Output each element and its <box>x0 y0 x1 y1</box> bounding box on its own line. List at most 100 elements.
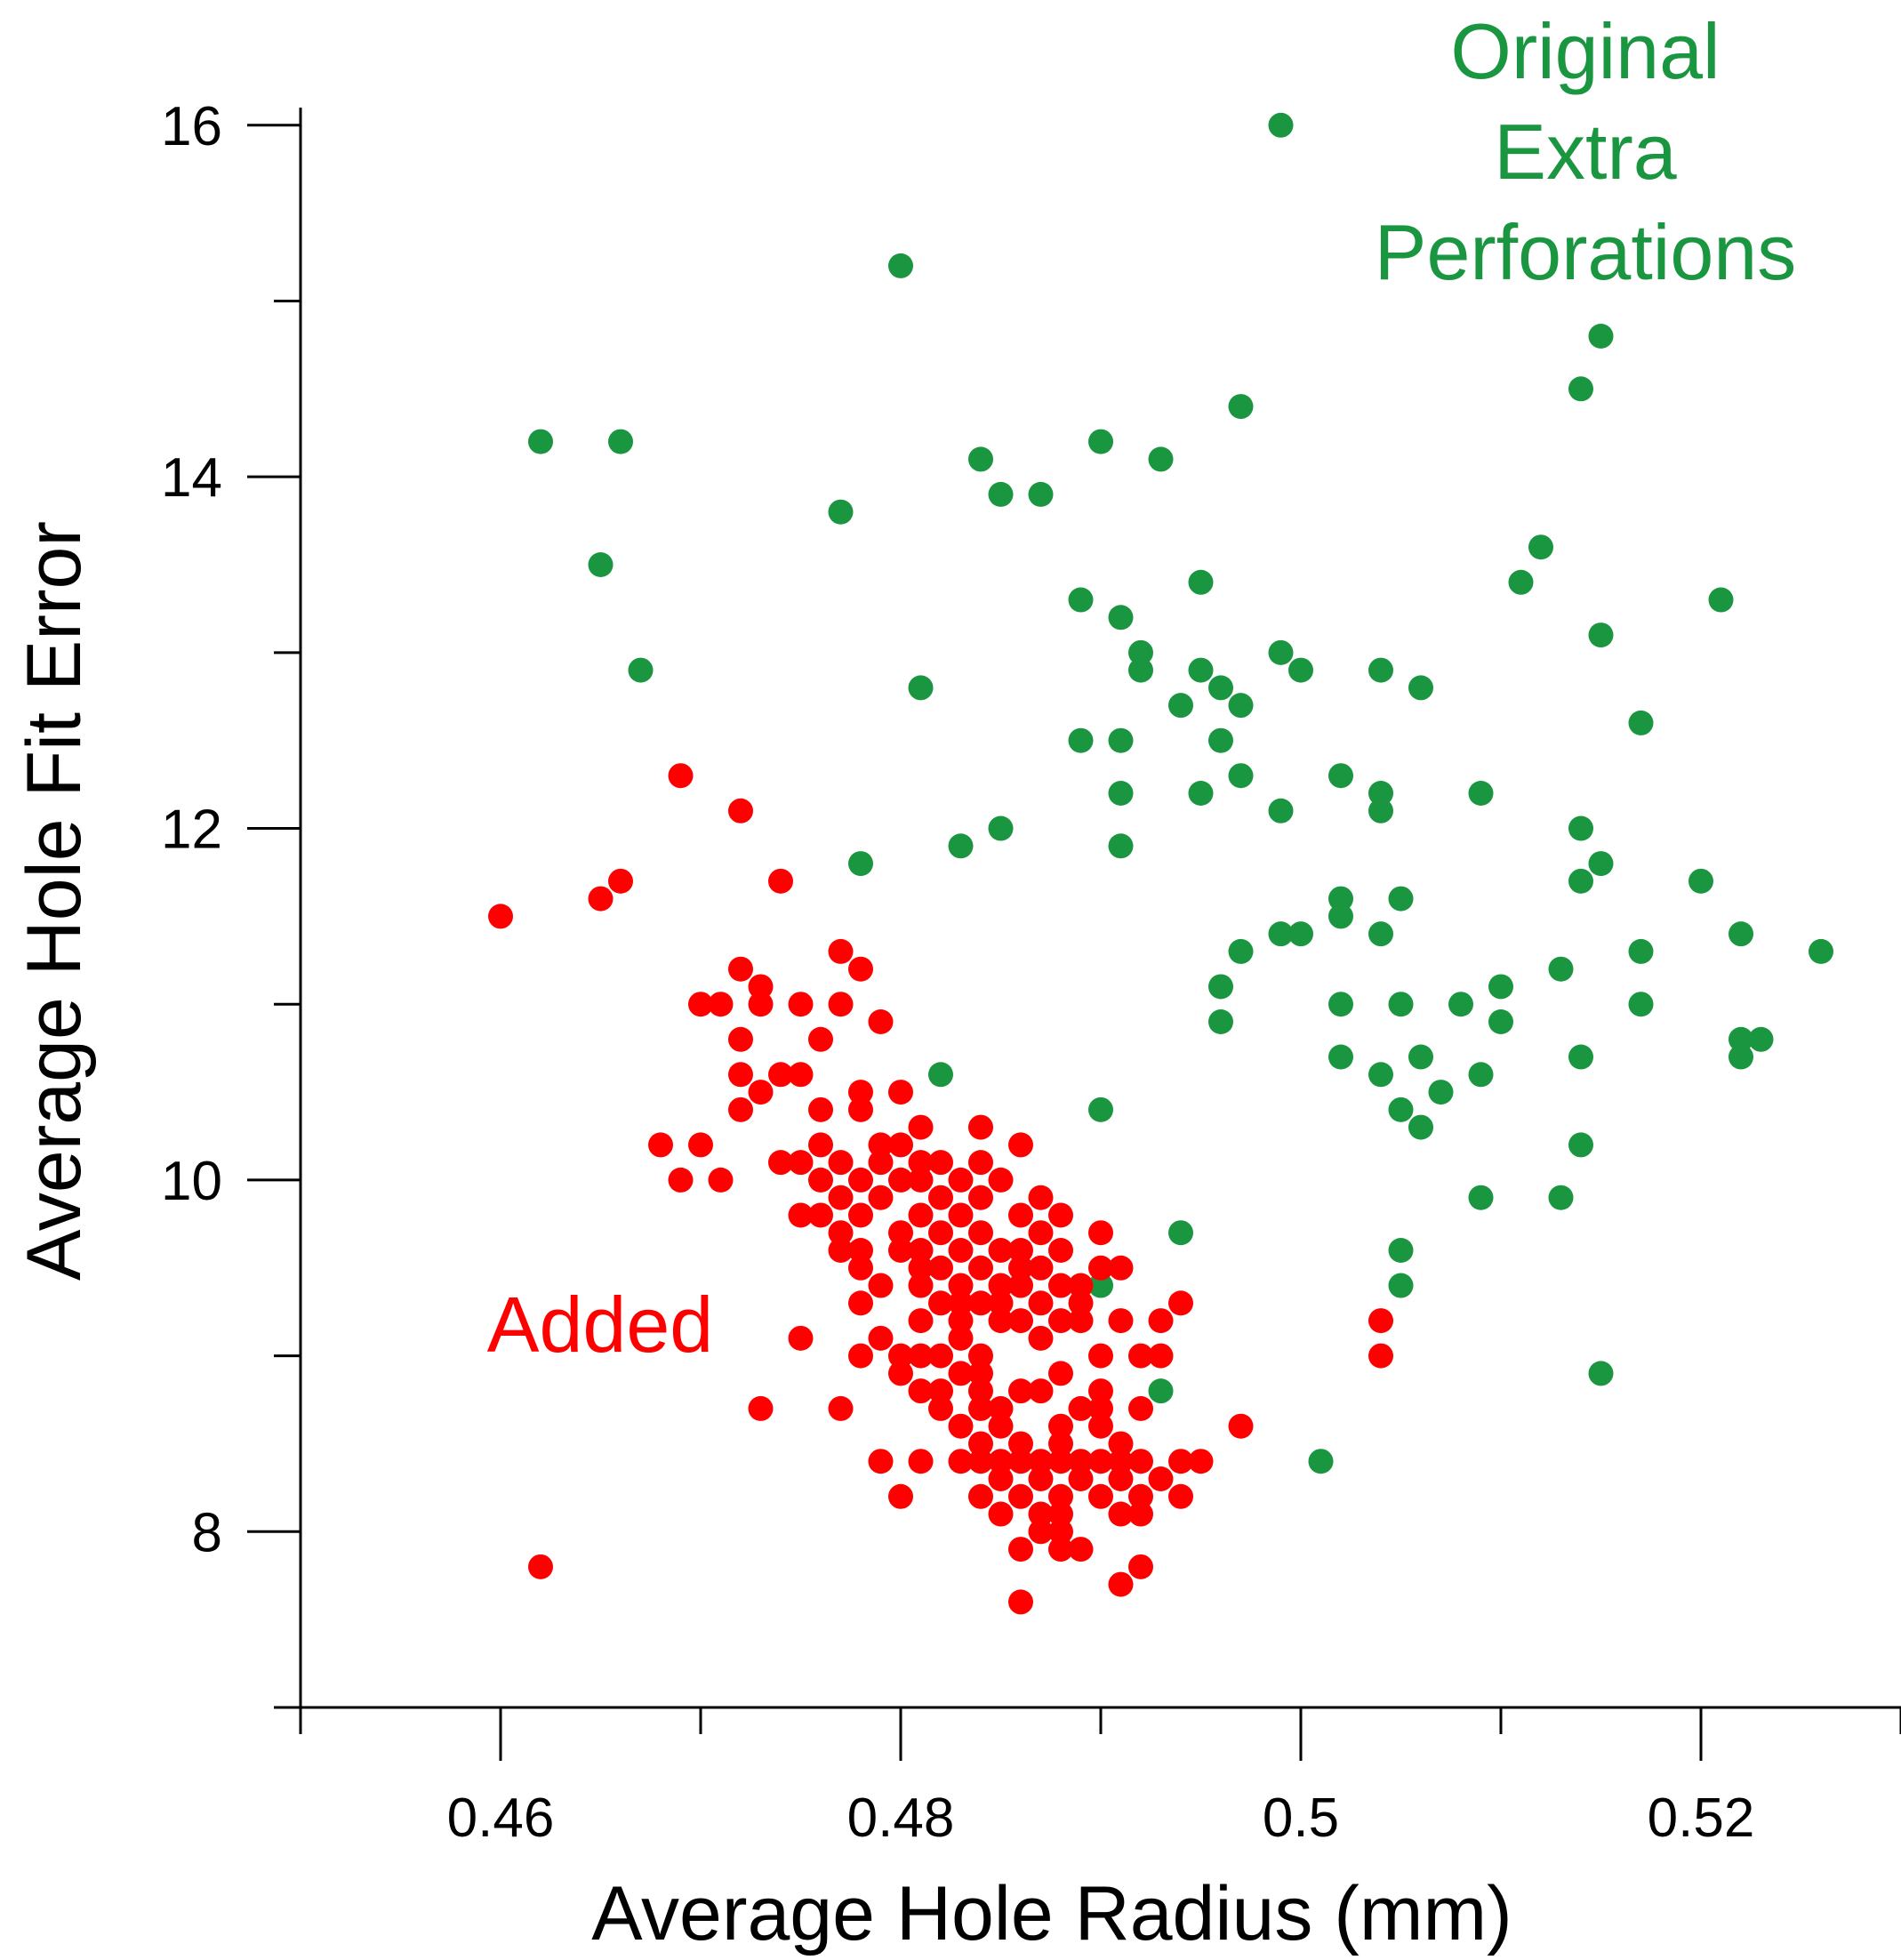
data-point-added <box>848 1096 873 1122</box>
data-point-original <box>1588 1361 1614 1386</box>
data-point-added <box>1088 1413 1113 1439</box>
data-point-added <box>1028 1220 1054 1246</box>
data-point-added <box>908 1238 934 1263</box>
x-axis-title: Average Hole Radius (mm) <box>591 1871 1512 1956</box>
data-point-original <box>1288 921 1313 947</box>
data-point-original <box>1448 992 1473 1017</box>
x-tick-label: 0.46 <box>447 1787 555 1849</box>
data-point-original <box>1188 569 1214 595</box>
data-point-added <box>1128 1395 1153 1421</box>
data-point-added <box>1168 1290 1193 1316</box>
data-point-added <box>1128 1343 1153 1369</box>
data-point-original <box>1168 693 1193 719</box>
data-point-added <box>1108 1431 1134 1457</box>
data-point-added <box>1108 1466 1134 1491</box>
data-point-added <box>748 1395 774 1421</box>
data-point-original <box>1568 376 1593 402</box>
data-point-added <box>848 1238 873 1263</box>
y-tick-label: 8 <box>192 1502 222 1563</box>
data-point-original <box>1208 1009 1233 1034</box>
x-tick-label: 0.5 <box>1263 1787 1339 1849</box>
data-point-added <box>888 1167 913 1193</box>
x-tick-label: 0.52 <box>1648 1787 1755 1849</box>
data-point-added <box>948 1167 974 1193</box>
data-point-original <box>1729 1026 1753 1052</box>
data-point-added <box>908 1150 934 1176</box>
data-point-original <box>1388 1273 1414 1298</box>
data-point-added <box>1048 1537 1073 1562</box>
data-point-added <box>1088 1343 1113 1369</box>
data-point-original <box>1068 587 1094 613</box>
data-point-added <box>668 1167 694 1193</box>
data-point-added <box>848 1290 873 1316</box>
y-tick-label: 16 <box>161 96 222 157</box>
series-added <box>488 763 1393 1615</box>
data-point-original <box>528 429 553 454</box>
data-point-added <box>968 1395 993 1421</box>
data-point-original <box>1628 938 1654 964</box>
data-point-added <box>948 1413 974 1439</box>
data-point-added <box>1088 1395 1113 1421</box>
data-point-added <box>908 1449 934 1474</box>
data-point-added <box>928 1395 953 1421</box>
data-point-original <box>1108 727 1134 753</box>
data-point-added <box>948 1202 974 1228</box>
data-point-added <box>1068 1308 1094 1334</box>
data-point-added <box>988 1466 1014 1491</box>
data-point-added <box>1088 1378 1113 1404</box>
data-point-added <box>1168 1449 1193 1474</box>
data-point-added <box>868 1009 894 1034</box>
y-tick-label: 10 <box>161 1151 222 1212</box>
data-point-added <box>1108 1308 1134 1334</box>
data-point-added <box>728 1026 753 1052</box>
y-axis-title: Average Hole Fit Error <box>12 521 97 1281</box>
data-point-added <box>848 1343 873 1369</box>
data-point-added <box>868 1273 894 1298</box>
data-point-original <box>1408 1114 1433 1140</box>
data-point-original <box>1568 1132 1593 1158</box>
data-point-added <box>1008 1255 1033 1281</box>
data-point-original <box>1368 657 1393 683</box>
data-point-added <box>988 1501 1014 1527</box>
data-point-added <box>868 1185 894 1210</box>
data-point-original <box>1428 1080 1454 1105</box>
data-point-original <box>1488 974 1513 1000</box>
data-point-added <box>988 1290 1014 1316</box>
data-point-added <box>908 1167 934 1193</box>
data-point-original <box>1708 587 1734 613</box>
data-point-original <box>1088 429 1113 454</box>
data-point-added <box>1228 1413 1254 1439</box>
data-point-added <box>928 1343 953 1369</box>
data-point-original <box>1548 956 1574 982</box>
data-point-added <box>708 1167 734 1193</box>
series-original-extra-perforations <box>528 112 1833 1474</box>
data-point-added <box>988 1167 1014 1193</box>
data-point-added <box>1008 1308 1033 1334</box>
data-point-original <box>1028 481 1054 507</box>
data-point-added <box>908 1273 934 1298</box>
data-point-added <box>888 1132 913 1158</box>
data-point-added <box>968 1449 993 1474</box>
data-point-added <box>1068 1466 1094 1491</box>
data-point-added <box>1028 1325 1054 1351</box>
data-point-added <box>928 1378 953 1404</box>
data-point-added <box>1028 1378 1054 1404</box>
data-point-original <box>1188 657 1214 683</box>
data-point-original <box>1128 639 1153 665</box>
data-point-original <box>1108 781 1134 806</box>
data-point-added <box>668 763 694 789</box>
data-point-original <box>1468 781 1494 806</box>
data-point-added <box>1088 1483 1113 1509</box>
data-point-original <box>1568 815 1593 841</box>
data-point-added <box>1368 1343 1393 1369</box>
data-point-added <box>688 1132 713 1158</box>
data-point-added <box>1128 1483 1153 1509</box>
data-point-added <box>968 1483 993 1509</box>
data-point-original <box>1148 1378 1174 1404</box>
data-point-original <box>1368 921 1393 947</box>
data-point-original <box>1568 1044 1593 1070</box>
data-point-original <box>1588 324 1614 349</box>
data-point-added <box>908 1114 934 1140</box>
data-point-added <box>728 1096 753 1122</box>
data-point-added <box>808 1202 833 1228</box>
